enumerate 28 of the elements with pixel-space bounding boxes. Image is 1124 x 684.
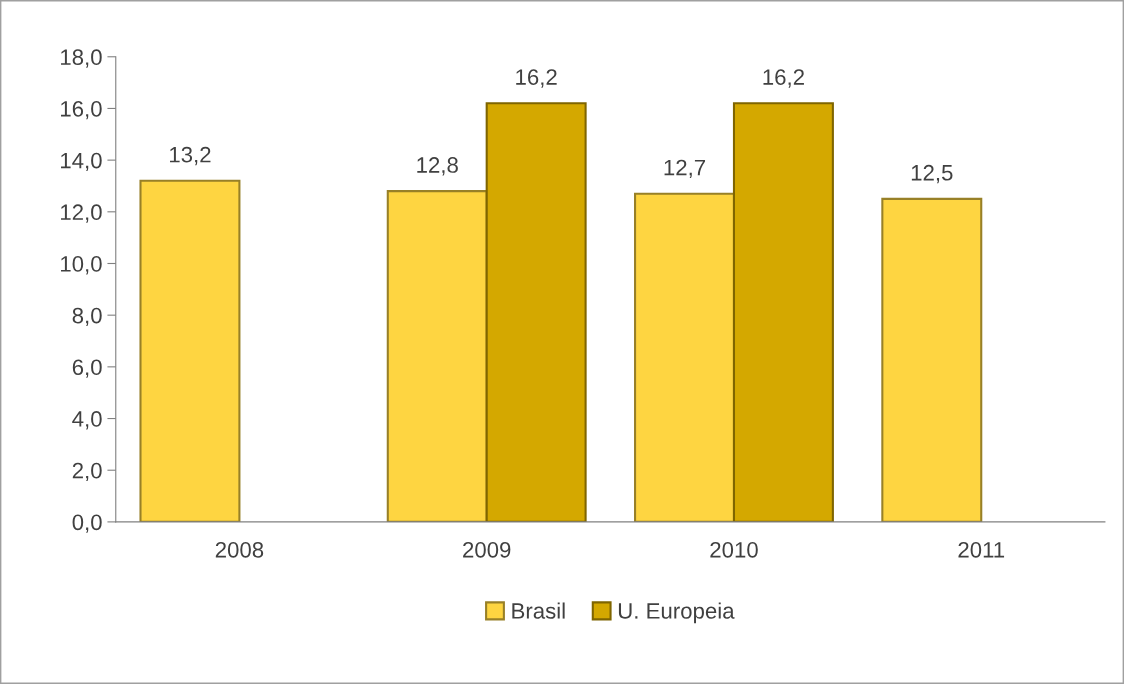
y-tick-label: 0,0 bbox=[72, 514, 102, 533]
y-tick-label: 12,0 bbox=[61, 204, 102, 223]
bar bbox=[139, 179, 241, 522]
y-tick-label: 16,0 bbox=[61, 100, 102, 120]
data-label: 16,2 bbox=[763, 69, 804, 88]
y-tick-label: 14,0 bbox=[61, 152, 102, 172]
data-label: 12,5 bbox=[911, 164, 953, 184]
y-tick-label: 10,0 bbox=[61, 256, 102, 275]
y-tick-label: 8,0 bbox=[72, 307, 102, 327]
bar bbox=[634, 192, 736, 522]
bar bbox=[386, 190, 488, 522]
x-tick-label: 2008 bbox=[215, 541, 264, 558]
data-label: 12,7 bbox=[664, 159, 706, 179]
x-tick-label: 2009 bbox=[463, 541, 511, 558]
legend-label: Brasil bbox=[512, 602, 565, 619]
x-tick-label: 2011 bbox=[958, 541, 1005, 558]
y-tick-label: 2,0 bbox=[72, 462, 102, 482]
legend-label: U. Europeia bbox=[618, 602, 735, 624]
bar bbox=[485, 102, 587, 522]
data-label: 16,2 bbox=[516, 69, 557, 88]
y-tick-label: 6,0 bbox=[72, 359, 102, 378]
bar bbox=[732, 102, 834, 522]
bar bbox=[881, 197, 983, 522]
y-tick-label: 4,0 bbox=[72, 411, 102, 430]
y-tick-label: 18,0 bbox=[61, 49, 102, 68]
x-tick-label: 2010 bbox=[710, 541, 758, 558]
data-label: 12,8 bbox=[417, 157, 458, 176]
data-label: 13,2 bbox=[170, 146, 211, 166]
